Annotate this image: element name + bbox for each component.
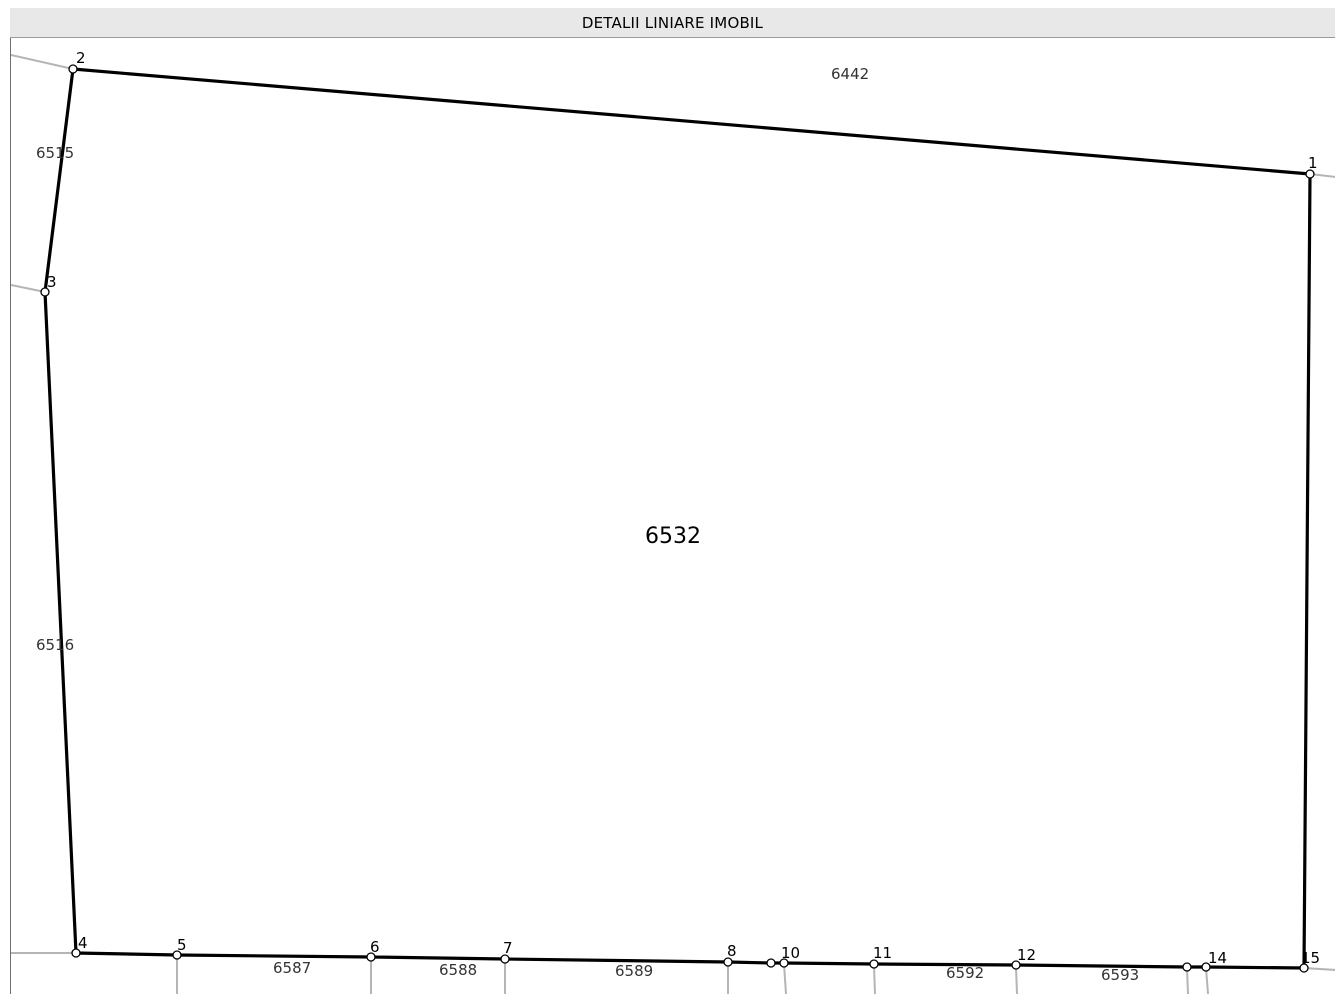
vertex-label: 7 (503, 939, 513, 957)
vertex-markers (40, 64, 1315, 973)
neighbor-line (11, 284, 46, 293)
neighbor-line (1186, 967, 1189, 994)
vertex-marker (71, 948, 81, 958)
vertex-marker (1201, 962, 1211, 972)
vertex-label: 6 (370, 938, 380, 956)
vertex-labels: 1 2 3 4 5 6 7 8 10 11 12 14 15 (47, 49, 1320, 967)
vertex-label: 5 (177, 936, 187, 954)
vertex-marker (766, 958, 776, 968)
vertex-label: 10 (781, 944, 800, 962)
vertex-marker (172, 950, 182, 960)
vertex-label: 3 (47, 273, 57, 291)
neighbor-boundaries (11, 54, 1335, 994)
neighbor-parcel-number: 6592 (946, 964, 984, 982)
vertex-label: 14 (1208, 949, 1227, 967)
vertex-label: 2 (76, 49, 86, 67)
neighbor-parcel-number: 6589 (615, 962, 653, 980)
vertex-label: 8 (727, 942, 737, 960)
vertex-marker (1182, 962, 1192, 972)
neighbor-line (11, 54, 74, 70)
neighbor-line (873, 964, 876, 994)
vertex-label: 1 (1308, 154, 1318, 172)
neighbor-parcel-number: 6442 (831, 65, 869, 83)
cadastral-map: 1 2 3 4 5 6 7 8 10 11 12 14 15 6532 6442… (11, 49, 1335, 994)
neighbor-parcel-number: 6516 (36, 636, 74, 654)
vertex-label: 15 (1301, 949, 1320, 967)
window-title: DETALII LINIARE IMOBIL (10, 8, 1335, 38)
vertex-marker (366, 952, 376, 962)
vertex-marker (1011, 960, 1021, 970)
vertex-marker (68, 64, 78, 74)
neighbor-parcel-number: 6593 (1101, 966, 1139, 984)
neighbor-parcel-number: 6515 (36, 144, 74, 162)
main-parcel-number: 6532 (645, 524, 701, 549)
parcel-boundary (43, 67, 1312, 970)
neighbor-parcel-number: 6588 (439, 961, 477, 979)
vertex-marker (723, 957, 733, 967)
vertex-marker (779, 958, 789, 968)
neighbor-parcel-number: 6587 (273, 959, 311, 977)
vertex-marker (40, 287, 50, 297)
vertex-label: 12 (1017, 946, 1036, 964)
vertex-marker (1305, 169, 1315, 179)
neighbor-line (1205, 967, 1209, 994)
neighbor-line (783, 963, 787, 994)
vertex-marker (869, 959, 879, 969)
vertex-label: 4 (78, 934, 88, 952)
neighbor-line (1015, 966, 1018, 994)
map-canvas[interactable]: 1 2 3 4 5 6 7 8 10 11 12 14 15 6532 6442… (10, 38, 1335, 994)
neighbor-line (1303, 967, 1335, 971)
vertex-marker (1299, 963, 1309, 973)
vertex-marker (500, 954, 510, 964)
vertex-label: 11 (873, 944, 892, 962)
